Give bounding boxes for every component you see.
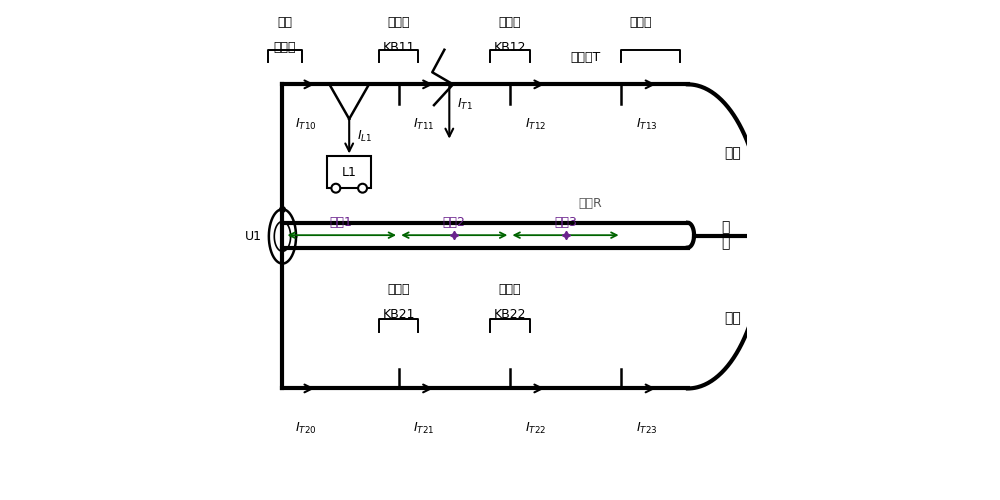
Text: $I_{T12}$: $I_{T12}$ — [525, 116, 546, 132]
Text: KB12: KB12 — [494, 41, 526, 54]
Text: $I_{T1}$: $I_{T1}$ — [457, 96, 473, 112]
Text: $I_{T11}$: $I_{T11}$ — [413, 116, 435, 132]
Text: 接触网T: 接触网T — [570, 50, 600, 64]
Text: 变电所: 变电所 — [274, 41, 296, 54]
Text: KB22: KB22 — [494, 308, 526, 321]
Text: $I_{T22}$: $I_{T22}$ — [525, 420, 546, 436]
Text: 区间1: 区间1 — [329, 216, 352, 230]
Text: $I_{L1}$: $I_{L1}$ — [357, 129, 372, 144]
Text: 牵引: 牵引 — [277, 16, 292, 29]
Text: $I_{T21}$: $I_{T21}$ — [413, 420, 435, 436]
Text: 上行: 上行 — [724, 146, 741, 160]
Text: 区间2: 区间2 — [443, 216, 466, 230]
Text: L1: L1 — [342, 166, 357, 178]
Text: 下行: 下行 — [724, 311, 741, 325]
Text: 开闭所: 开闭所 — [387, 283, 410, 296]
Text: 分区所: 分区所 — [630, 16, 652, 29]
Text: $I_{T13}$: $I_{T13}$ — [636, 116, 657, 132]
Text: 轨道R: 轨道R — [578, 196, 602, 209]
Bar — [327, 156, 371, 188]
Text: 区间3: 区间3 — [554, 216, 577, 230]
Text: 开闭所: 开闭所 — [499, 283, 521, 296]
Text: KB11: KB11 — [382, 41, 415, 54]
Circle shape — [331, 184, 340, 192]
Text: $I_{T20}$: $I_{T20}$ — [295, 420, 316, 436]
Circle shape — [358, 184, 367, 192]
Text: U1: U1 — [244, 230, 261, 243]
Text: $I_{T10}$: $I_{T10}$ — [295, 116, 316, 132]
Text: $I_{T23}$: $I_{T23}$ — [636, 420, 657, 436]
Text: KB21: KB21 — [382, 308, 415, 321]
Text: 开闭所: 开闭所 — [499, 16, 521, 29]
Text: 双
线: 双 线 — [721, 220, 729, 250]
Text: 开闭所: 开闭所 — [387, 16, 410, 29]
